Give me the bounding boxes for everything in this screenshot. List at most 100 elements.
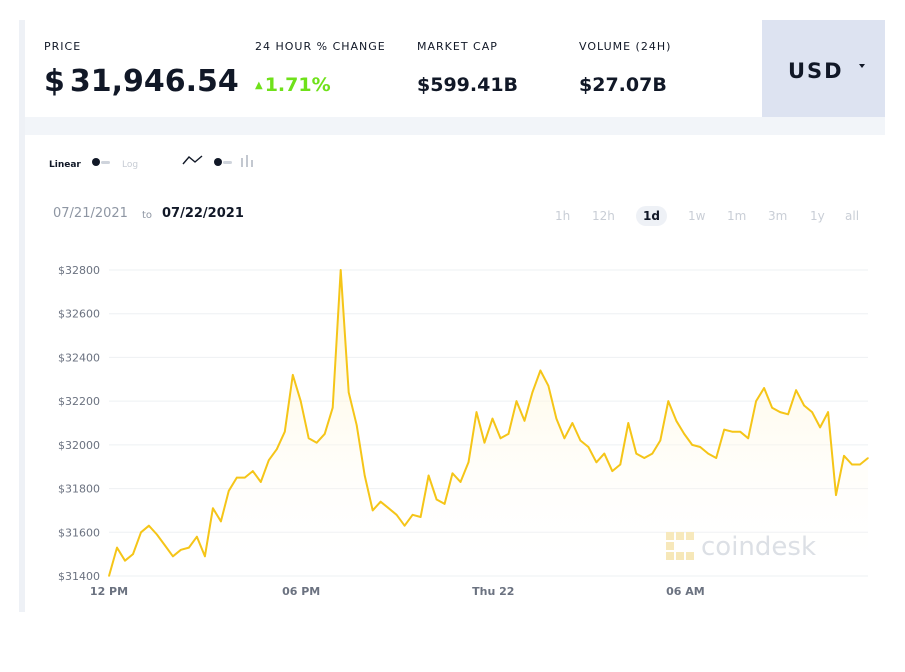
price-point <box>795 389 797 391</box>
price-point <box>491 417 494 420</box>
price-point <box>196 535 198 538</box>
price-point <box>124 559 126 562</box>
volume-label: VOLUME (24H) <box>579 40 672 53</box>
line-chart-icon[interactable] <box>182 154 204 166</box>
price-point <box>563 437 566 440</box>
price-point <box>172 555 174 558</box>
price-point <box>747 437 749 440</box>
price-point <box>843 455 845 457</box>
price-point <box>763 387 765 389</box>
price-point <box>715 457 717 459</box>
price-area <box>109 270 868 576</box>
price-point <box>276 448 278 451</box>
price-point <box>220 520 222 523</box>
range-1w-button[interactable]: 1w <box>688 209 706 223</box>
price-point <box>835 494 837 496</box>
price-point <box>683 433 685 435</box>
scale-log-label[interactable]: Log <box>122 160 139 170</box>
price-point <box>643 457 646 459</box>
price-point <box>331 406 334 409</box>
change-value: ▲ 1.71% <box>255 74 331 96</box>
price-point <box>627 422 630 424</box>
range-1d-button[interactable]: 1d <box>636 206 667 226</box>
range-3m-button[interactable]: 3m <box>768 209 788 223</box>
price-point <box>667 400 670 402</box>
range-12h-button[interactable]: 12h <box>592 209 615 223</box>
currency-selector[interactable]: USD <box>762 20 885 117</box>
price-point <box>571 422 574 424</box>
price-point <box>635 452 638 455</box>
price-point <box>675 420 678 422</box>
price-point <box>699 446 701 448</box>
left-rule <box>19 20 25 612</box>
price-point <box>323 433 326 435</box>
price-point <box>539 369 542 372</box>
price-point <box>339 269 342 271</box>
range-1m-button[interactable]: 1m <box>727 209 747 223</box>
caret-down-icon <box>859 64 865 68</box>
price-point <box>475 411 478 413</box>
price-point <box>603 452 606 455</box>
market-cap-value: $599.41B <box>417 74 519 96</box>
price-point <box>587 446 590 448</box>
stats-header: PRICE $31,946.54 24 HOUR % CHANGE ▲ 1.71%… <box>25 20 762 117</box>
price-point <box>787 413 789 416</box>
y-tick-label: $32800 <box>58 264 100 277</box>
price-point <box>284 430 286 433</box>
y-tick-label: $32600 <box>58 308 100 321</box>
price-point <box>148 524 150 527</box>
price-point <box>723 428 725 431</box>
price-point <box>459 481 462 483</box>
price-point <box>116 546 118 549</box>
range-1y-button[interactable]: 1y <box>810 209 825 223</box>
price-point <box>387 507 390 510</box>
x-tick-label: Thu 22 <box>472 585 514 598</box>
y-tick-label: $32200 <box>58 395 100 408</box>
up-arrow-icon: ▲ <box>255 80 263 91</box>
price-point <box>819 426 821 429</box>
price-point <box>467 461 470 464</box>
price-point <box>579 439 582 442</box>
price-point <box>779 411 781 413</box>
x-axis-labels: 12 PM 06 PM Thu 22 06 AM <box>90 585 705 598</box>
price-point <box>659 439 662 442</box>
chart-type-toggle[interactable] <box>214 158 232 166</box>
price-point <box>180 549 182 551</box>
x-tick-label: 06 AM <box>666 585 705 598</box>
price-point <box>156 533 158 536</box>
y-tick-label: $32000 <box>58 439 100 452</box>
price-point <box>268 459 270 462</box>
y-tick-label: $31600 <box>58 526 100 539</box>
price-point <box>260 481 262 483</box>
price-point <box>347 391 350 394</box>
price-point <box>443 503 446 505</box>
range-1h-button[interactable]: 1h <box>555 209 571 223</box>
price-point <box>451 472 454 475</box>
price-point <box>315 441 318 444</box>
price-point <box>611 470 614 472</box>
price-point <box>363 474 366 477</box>
price-label: PRICE <box>44 40 82 53</box>
range-all-button[interactable]: all <box>845 209 860 223</box>
change-amount: 1.71% <box>264 74 331 96</box>
scale-toggle[interactable] <box>92 158 110 166</box>
price-point <box>531 391 534 394</box>
price-point <box>108 575 110 577</box>
price-point <box>651 452 654 455</box>
candlestick-icon[interactable] <box>240 154 256 168</box>
date-to[interactable]: 07/22/2021 <box>162 206 244 221</box>
y-tick-label: $32400 <box>58 351 100 364</box>
price-point <box>299 400 302 402</box>
scale-linear-label[interactable]: Linear <box>49 160 81 170</box>
price-point <box>547 385 550 387</box>
price-point <box>132 553 134 555</box>
price-point <box>803 404 805 407</box>
price-points <box>108 269 869 577</box>
chart-panel: coindesk $31400$31600$31800$32000$32200$… <box>25 135 885 612</box>
date-from[interactable]: 07/21/2021 <box>53 206 128 221</box>
price-point <box>523 420 526 422</box>
section-divider <box>25 117 885 135</box>
price-point <box>867 457 869 459</box>
price-point <box>499 437 502 440</box>
price-point <box>212 507 214 510</box>
